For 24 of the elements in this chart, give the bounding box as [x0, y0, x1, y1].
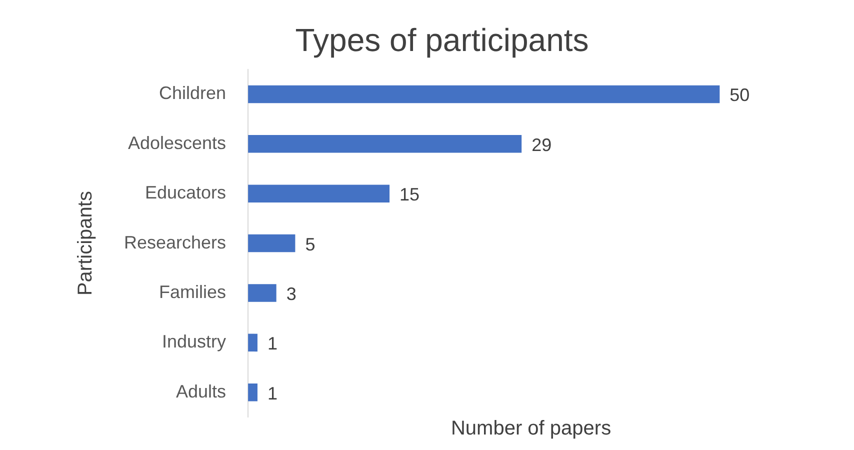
bar	[248, 85, 720, 104]
y-tick-label: Children	[158, 83, 226, 104]
data-label: 3	[286, 284, 296, 304]
bar	[248, 334, 258, 352]
bar	[248, 135, 522, 153]
chart-title: Types of participants	[295, 22, 589, 58]
data-label: 29	[532, 134, 552, 155]
bar	[248, 284, 276, 302]
bar	[248, 184, 390, 202]
y-tick-label: Researchers	[124, 232, 226, 252]
y-tick-label: Adults	[176, 381, 226, 402]
y-tick-label: Adolescents	[128, 132, 226, 153]
y-tick-label: Industry	[162, 332, 226, 352]
y-tick-label: Families	[159, 282, 226, 302]
bar	[248, 234, 296, 252]
data-label: 15	[400, 184, 420, 205]
data-label: 1	[267, 383, 278, 404]
data-label: 5	[305, 234, 316, 254]
data-label: 50	[730, 85, 750, 106]
bar	[248, 383, 258, 402]
data-label: 1	[267, 334, 278, 354]
x-axis-title: Number of papers	[450, 418, 612, 440]
y-tick-label: Educators	[144, 182, 226, 203]
y-axis-title: Participants	[74, 191, 97, 296]
